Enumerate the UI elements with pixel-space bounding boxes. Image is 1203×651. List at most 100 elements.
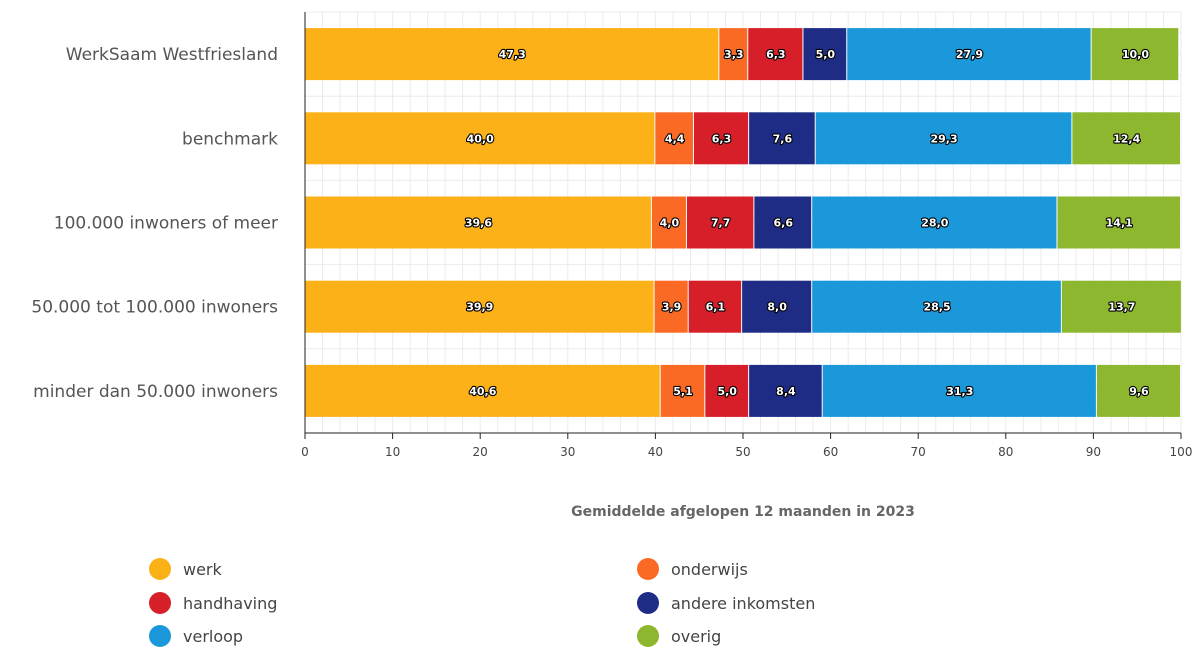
legend-label: verloop [183, 627, 243, 646]
data-label: 14,1 [1106, 217, 1133, 230]
x-axis: 0 10 20 30 40 50 60 70 80 90 100 [301, 12, 1192, 459]
legend-item-onderwijs[interactable]: onderwijs [637, 558, 748, 580]
data-labels-layer: 47,3 3,3 6,3 5,0 27,9 10,0 40,0 4,4 6,3 7,6 29,3 12… [464, 47, 1151, 399]
bar-segment-onderwijs[interactable] [651, 196, 686, 249]
legend-swatch [149, 592, 171, 614]
bar-segment-handhaving[interactable] [686, 196, 754, 249]
bar-segment-andere-inkomsten[interactable] [749, 112, 815, 165]
category-label: 100.000 inwoners of meer [54, 214, 278, 234]
legend-item-verloop[interactable]: verloop [149, 625, 243, 647]
data-label: 6,6 [774, 217, 794, 230]
x-tick-label: 20 [473, 445, 488, 459]
data-label: 39,9 [466, 301, 493, 314]
data-label: 8,4 [776, 385, 796, 398]
bar-segment-werk[interactable] [305, 280, 654, 333]
category-labels: WerkSaam Westfriesland benchmark 100.000 i… [31, 45, 278, 402]
data-label: 5,0 [717, 385, 737, 398]
legend-swatch [149, 625, 171, 647]
legend-item-werk[interactable]: werk [149, 558, 223, 580]
legend-label: overig [671, 627, 721, 646]
data-label: 5,0 [816, 48, 836, 61]
bar-segment-werk[interactable] [305, 364, 660, 417]
x-tick-label: 80 [998, 445, 1013, 459]
legend-swatch [637, 592, 659, 614]
bar-segment-overig[interactable] [1091, 28, 1179, 81]
bar-segment-handhaving[interactable] [705, 364, 749, 417]
data-label: 3,9 [662, 301, 682, 314]
bar-segment-verloop[interactable] [815, 112, 1072, 165]
bar-segment-werk[interactable] [305, 112, 655, 165]
data-label: 9,6 [1129, 385, 1149, 398]
bar-segment-onderwijs[interactable] [660, 364, 705, 417]
data-label: 6,1 [706, 301, 726, 314]
bar-segment-andere-inkomsten[interactable] [749, 364, 822, 417]
x-tick-label: 100 [1170, 445, 1193, 459]
legend: werk onderwijs handhaving andere inkomsten v… [149, 558, 815, 647]
data-label: 7,7 [711, 217, 731, 230]
bar-segment-onderwijs[interactable] [654, 280, 688, 333]
category-label: 50.000 tot 100.000 inwoners [31, 298, 278, 318]
data-label: 4,0 [660, 217, 680, 230]
bar-segment-andere-inkomsten[interactable] [742, 280, 812, 333]
legend-label: andere inkomsten [671, 594, 815, 613]
x-tick-label: 90 [1086, 445, 1101, 459]
x-tick-label: 10 [385, 445, 400, 459]
bar-segment-verloop[interactable] [812, 196, 1057, 249]
bar-segment-verloop[interactable] [847, 28, 1091, 81]
x-axis-title: Gemiddelde afgelopen 12 maanden in 2023 [571, 504, 915, 520]
bar-segment-verloop[interactable] [812, 280, 1061, 333]
bar-segment-werk[interactable] [305, 28, 719, 81]
category-label: benchmark [182, 129, 278, 149]
x-tick-label: 30 [560, 445, 575, 459]
bar-segment-andere-inkomsten[interactable] [803, 28, 847, 81]
bar-segment-onderwijs[interactable] [655, 112, 693, 165]
legend-label: handhaving [183, 594, 277, 613]
bar-segment-werk[interactable] [305, 196, 651, 249]
legend-label: onderwijs [671, 560, 748, 579]
data-label: 5,1 [673, 385, 693, 398]
data-label: 12,4 [1113, 132, 1140, 145]
data-label: 8,0 [767, 301, 787, 314]
bar-segment-verloop[interactable] [822, 364, 1096, 417]
category-label: minder dan 50.000 inwoners [33, 382, 278, 402]
data-label: 3,3 [724, 48, 744, 61]
legend-swatch [637, 625, 659, 647]
data-label: 28,5 [923, 301, 950, 314]
data-label: 6,3 [712, 132, 732, 145]
x-tick-label: 40 [648, 445, 663, 459]
bar-segment-overig[interactable] [1072, 112, 1180, 165]
legend-item-overig[interactable]: overig [637, 625, 721, 647]
data-label: 6,3 [766, 48, 786, 61]
bar-segment-onderwijs[interactable] [719, 28, 748, 81]
data-label: 40,0 [467, 132, 494, 145]
x-tick-label: 60 [823, 445, 838, 459]
bar-segment-handhaving[interactable] [688, 280, 742, 333]
x-tick-label: 0 [301, 445, 309, 459]
bar-segment-overig[interactable] [1096, 364, 1180, 417]
bar-segment-handhaving[interactable] [748, 28, 803, 81]
data-label: 39,6 [465, 217, 492, 230]
bars-layer [305, 28, 1181, 417]
x-tick-label: 70 [911, 445, 926, 459]
x-tick-label: 50 [735, 445, 750, 459]
bar-segment-handhaving[interactable] [693, 112, 749, 165]
legend-swatch [149, 558, 171, 580]
data-label: 7,6 [773, 132, 793, 145]
bar-segment-andere-inkomsten[interactable] [754, 196, 812, 249]
data-label: 4,4 [665, 132, 685, 145]
data-label: 29,3 [930, 132, 957, 145]
legend-label: werk [183, 560, 223, 579]
bar-segment-overig[interactable] [1057, 196, 1180, 249]
data-label: 47,3 [499, 48, 526, 61]
data-label: 27,9 [956, 48, 983, 61]
data-label: 13,7 [1108, 301, 1135, 314]
category-label: WerkSaam Westfriesland [66, 45, 278, 65]
bar-segment-overig[interactable] [1061, 280, 1181, 333]
data-label: 10,0 [1122, 48, 1149, 61]
data-label: 31,3 [946, 385, 973, 398]
legend-item-handhaving[interactable]: handhaving [149, 592, 277, 614]
legend-item-andere-inkomsten[interactable]: andere inkomsten [637, 592, 815, 614]
data-label: 40,6 [469, 385, 496, 398]
legend-swatch [637, 558, 659, 580]
